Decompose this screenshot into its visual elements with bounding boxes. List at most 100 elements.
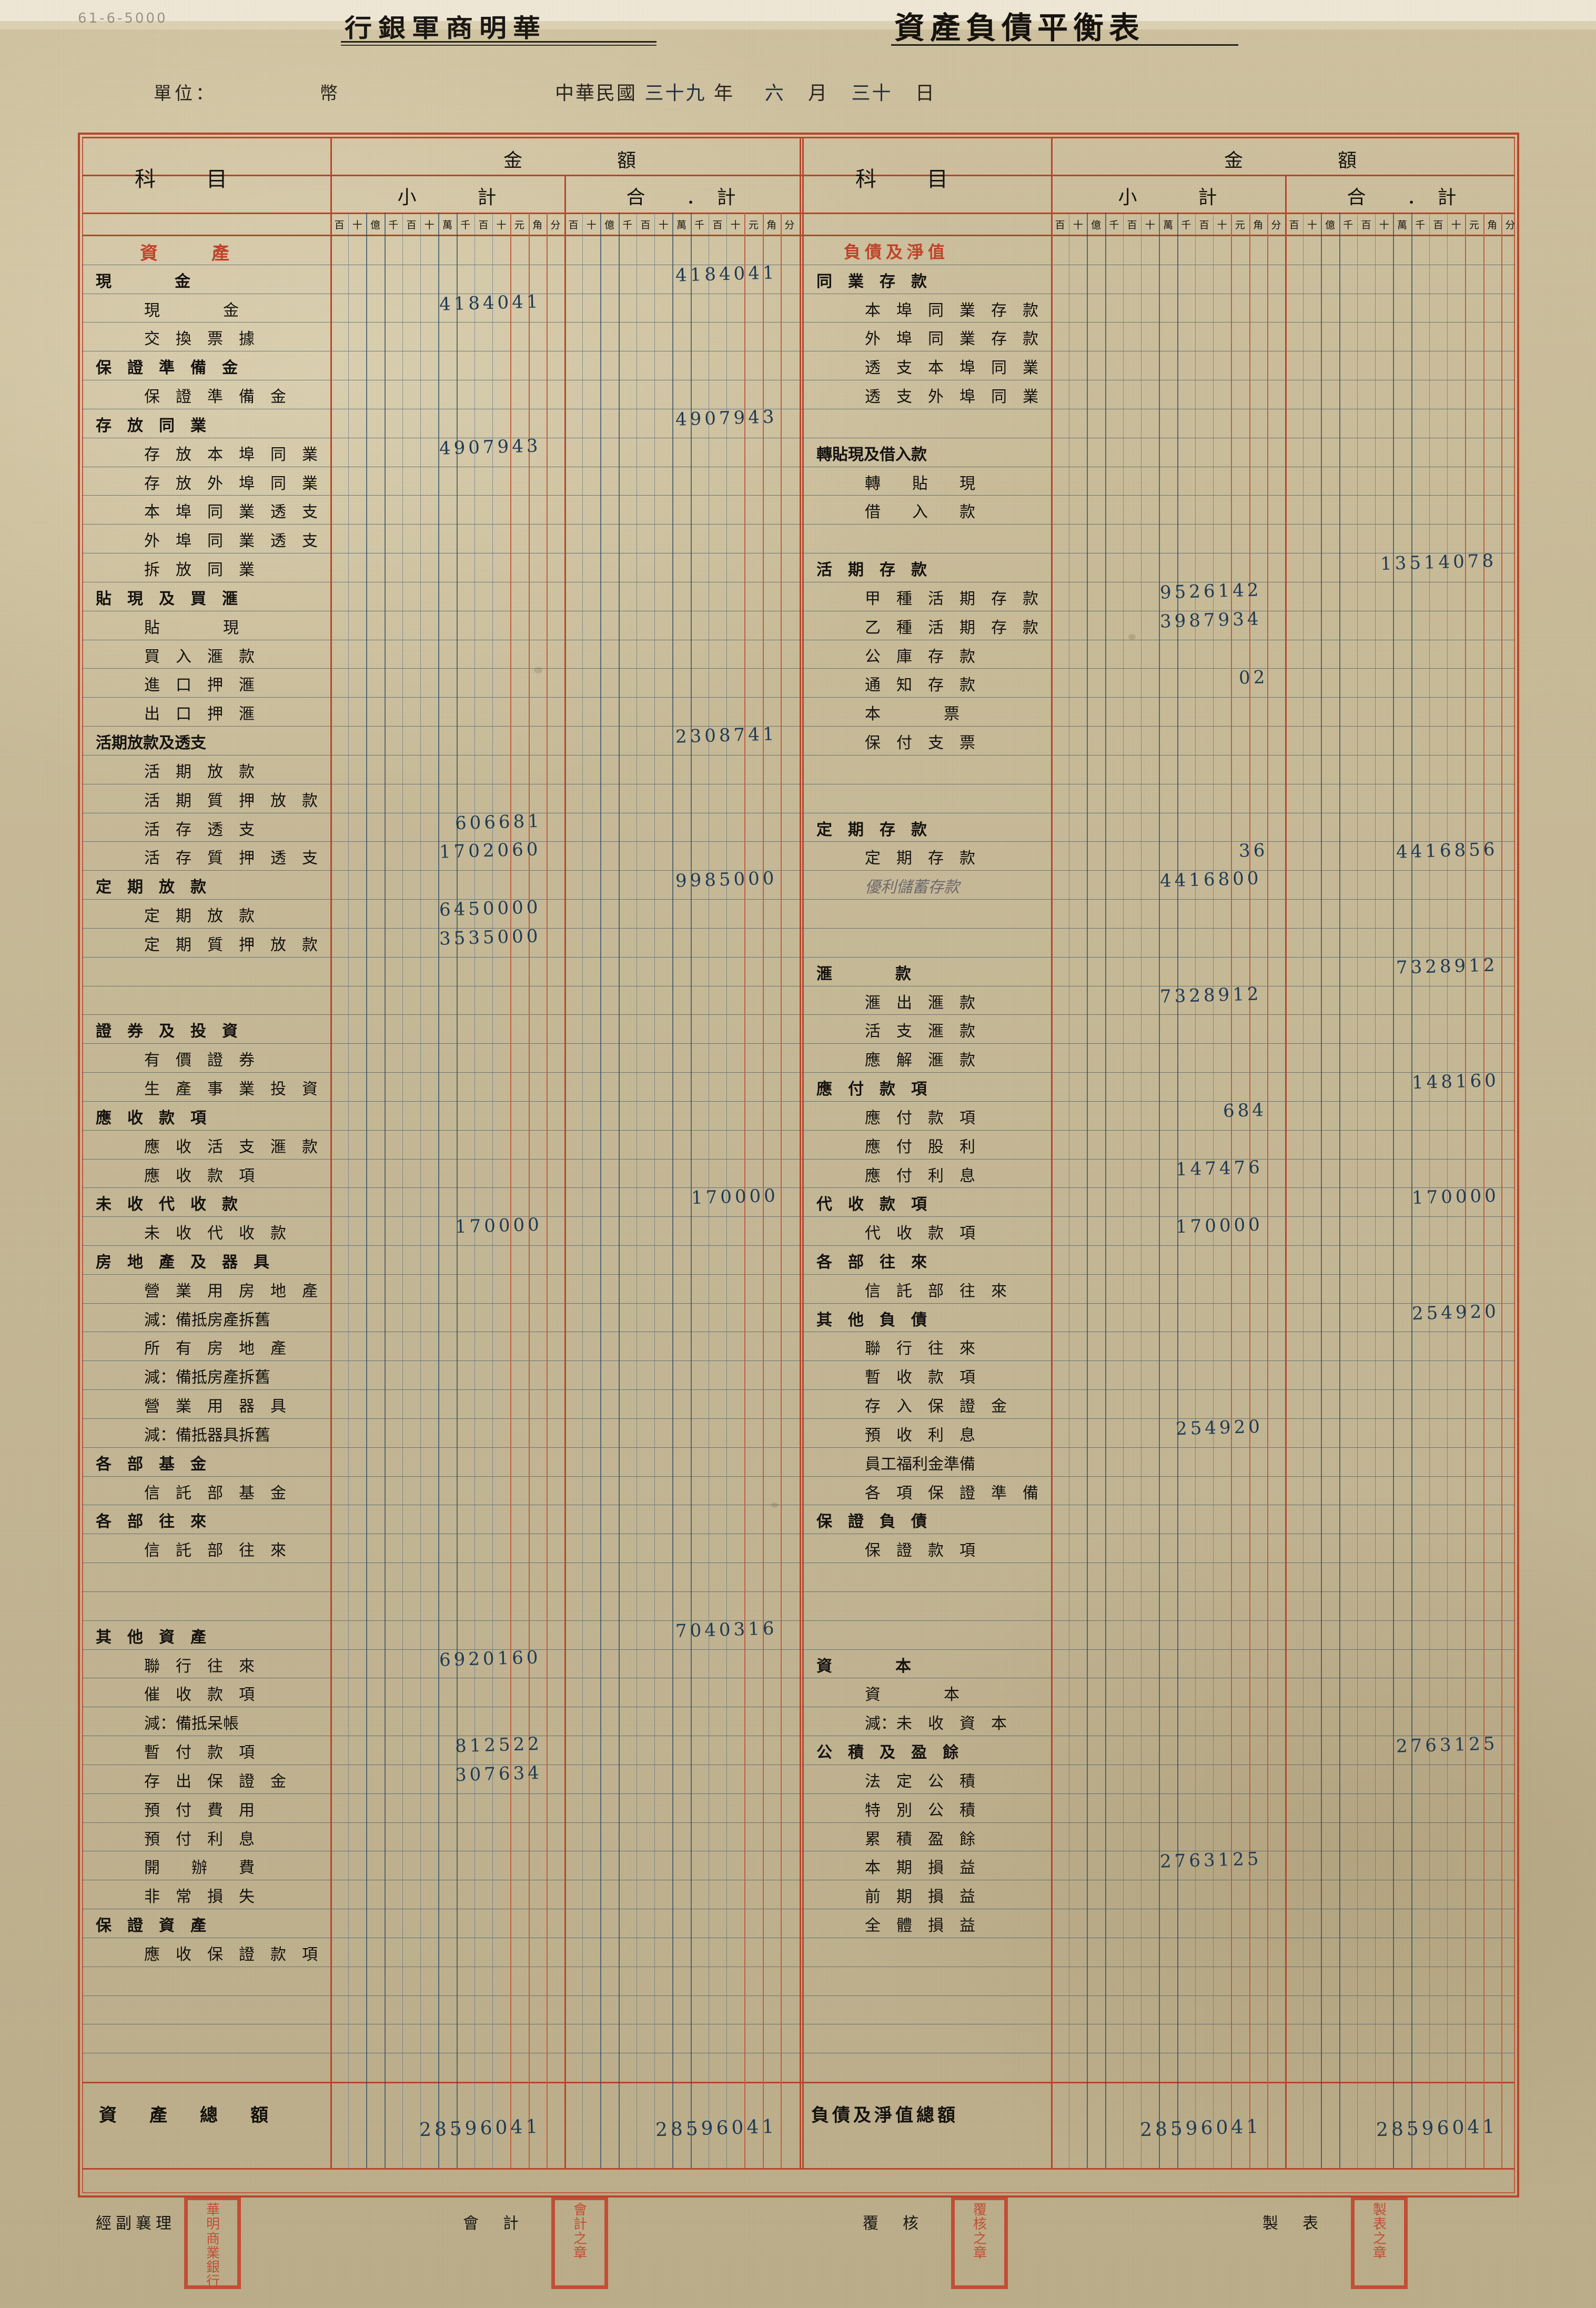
liabilities-digit-header: 千 xyxy=(1181,219,1191,231)
liabilities-row-label: 保 付 支 票 xyxy=(865,734,975,753)
digit-column-rule xyxy=(1447,213,1448,2168)
assets-tot-total-value: 28596041 xyxy=(655,2115,777,2141)
liabilities-amount-header: 金 額 xyxy=(1224,150,1357,172)
assets-digit-header: 十 xyxy=(658,219,669,231)
liabilities-total-value: 254920 xyxy=(1411,1301,1500,1324)
row-separator xyxy=(82,841,1515,842)
liabilities-digit-header: 百 xyxy=(1361,219,1371,231)
assets-digit-header: 百 xyxy=(478,219,489,231)
liabilities-subtotal-value: 170000 xyxy=(1175,1214,1264,1238)
liabilities-digit-header: 角 xyxy=(1253,219,1264,231)
assets-row-label: 定 期 放 款 xyxy=(96,878,206,897)
liabilities-row-label: 存 入 保 證 金 xyxy=(865,1397,1007,1416)
liabilities-total-value: 2763125 xyxy=(1396,1733,1498,1757)
liabilities-digit-header: 百 xyxy=(1433,219,1443,231)
liabilities-row-label: 代 收 款 項 xyxy=(865,1224,975,1243)
currency-unit-rule xyxy=(510,213,511,2168)
row-separator xyxy=(82,1822,1515,1823)
assets-row-label: 保 證 準 備 金 xyxy=(144,388,286,407)
row-separator xyxy=(82,1995,1515,1996)
assets-row-label: 保 證 資 產 xyxy=(96,1917,206,1936)
liabilities-digit-header: 百 xyxy=(1289,219,1299,231)
page-title-underline xyxy=(891,44,1238,46)
digit-column-rule xyxy=(420,213,421,2168)
assets-subtotal-value: 6450000 xyxy=(439,896,541,921)
digit-column-rule xyxy=(1429,213,1430,2168)
liabilities-row-label: 前 期 損 益 xyxy=(865,1888,975,1907)
currency-unit-rule xyxy=(1501,213,1502,2168)
liabilities-digit-header: 十 xyxy=(1145,219,1155,231)
liabilities-digit-header: 元 xyxy=(1469,219,1479,231)
assets-digit-header: 億 xyxy=(370,219,381,231)
liabilities-section-heading: 負債及淨值 xyxy=(844,242,949,262)
liabilities-row-label: 公 庫 存 款 xyxy=(865,647,975,666)
liabilities-total-header: 合 ． 計 xyxy=(1347,187,1458,208)
date-day-suffix: 日 xyxy=(915,83,936,104)
liabilities-total-label: 負債及淨值總額 xyxy=(811,2105,958,2126)
assets-row-label: 聯 行 往 來 xyxy=(144,1657,255,1676)
seal-stamp-4: 製表之章 xyxy=(1351,2196,1408,2289)
assets-row-label: 開 辦 費 xyxy=(144,1859,255,1878)
row-separator xyxy=(82,1447,1515,1448)
signature-label-4: 製 表 xyxy=(1262,2214,1322,2233)
liabilities-row-label: 應 付 款 項 xyxy=(816,1080,927,1099)
assets-row-label: 買 入 滙 款 xyxy=(144,647,255,666)
digit-column-rule xyxy=(1123,213,1124,2168)
digit-column-rule xyxy=(1303,213,1304,2168)
assets-subtotal-value: 6920160 xyxy=(439,1646,541,1671)
row-separator xyxy=(82,899,1515,900)
row-separator xyxy=(82,1014,1515,1015)
digit-column-rule xyxy=(1411,213,1412,2168)
liabilities-digit-header: 百 xyxy=(1055,219,1065,231)
assets-subtotal-value: 4907943 xyxy=(439,435,541,459)
assets-digit-header: 千 xyxy=(388,219,399,231)
halves-divider-2 xyxy=(802,137,804,2168)
assets-digit-header: 百 xyxy=(568,219,579,231)
liabilities-tot-total-value: 28596041 xyxy=(1376,2115,1498,2141)
assets-row-label: 預 付 費 用 xyxy=(144,1801,255,1820)
assets-row-label: 有 價 證 券 xyxy=(144,1051,255,1070)
assets-row-label: 進 口 押 滙 xyxy=(144,676,255,695)
row-separator xyxy=(82,668,1515,669)
assets-total-value: 170000 xyxy=(691,1185,779,1209)
assets-sub-total-value: 28596041 xyxy=(419,2115,541,2141)
assets-digit-header: 億 xyxy=(604,219,615,231)
unit-currency: 幣 xyxy=(320,83,338,104)
assets-row-label: 應 收 活 支 滙 款 xyxy=(144,1137,318,1156)
currency-unit-rule xyxy=(1483,213,1484,2168)
liabilities-row-label: 資 本 xyxy=(865,1686,959,1705)
assets-row-label: 存 出 保 證 金 xyxy=(144,1772,286,1791)
liabilities-row-label: 法 定 公 積 xyxy=(865,1772,975,1791)
digit-column-rule xyxy=(1177,213,1178,2168)
assets-row-label: 外 埠 同 業 透 支 xyxy=(144,532,318,551)
liabilities-row-label: 定 期 存 款 xyxy=(816,820,927,839)
liabilities-digit-header: 千 xyxy=(1415,219,1426,231)
liabilities-subtotal-value: 02 xyxy=(1238,667,1268,689)
liabilities-row-label: 公 積 及 盈 餘 xyxy=(816,1743,958,1762)
assets-digit-header: 十 xyxy=(352,219,362,231)
liabilities-row-label: 資 本 xyxy=(816,1657,911,1676)
digit-column-rule xyxy=(1375,213,1376,2168)
assets-row-label: 活 期 放 款 xyxy=(144,762,255,781)
liabilities-row-label: 各 項 保 證 準 備 xyxy=(865,1484,1038,1503)
liabilities-digit-header: 千 xyxy=(1343,219,1353,231)
liabilities-digit-header: 角 xyxy=(1487,219,1498,231)
liabilities-digit-header: 元 xyxy=(1235,219,1245,231)
date-year-suffix: 年 xyxy=(713,83,734,104)
assets-item-col-edge xyxy=(330,137,332,2168)
liabilities-total-value: 148160 xyxy=(1411,1070,1500,1094)
digit-column-rule xyxy=(691,213,692,2168)
assets-row-label: 應 收 款 項 xyxy=(144,1166,255,1185)
assets-digit-header: 十 xyxy=(586,219,597,231)
liabilities-row-label: 暫 收 款 項 xyxy=(865,1368,975,1387)
liabilities-row-label: 滙 款 xyxy=(816,964,911,983)
assets-digit-header: 千 xyxy=(460,219,471,231)
assets-row-label: 催 收 款 項 xyxy=(144,1686,255,1705)
date-month-suffix: 月 xyxy=(808,83,829,104)
liabilities-row-label: 轉貼現及借入款 xyxy=(816,445,927,464)
digit-column-rule xyxy=(348,213,349,2168)
currency-unit-rule xyxy=(744,213,745,2168)
bank-name-title: 行銀軍商明華 xyxy=(345,14,547,44)
liabilities-row-label: 通 知 存 款 xyxy=(865,676,975,695)
liabilities-row-label: 累 積 盈 餘 xyxy=(865,1830,975,1849)
